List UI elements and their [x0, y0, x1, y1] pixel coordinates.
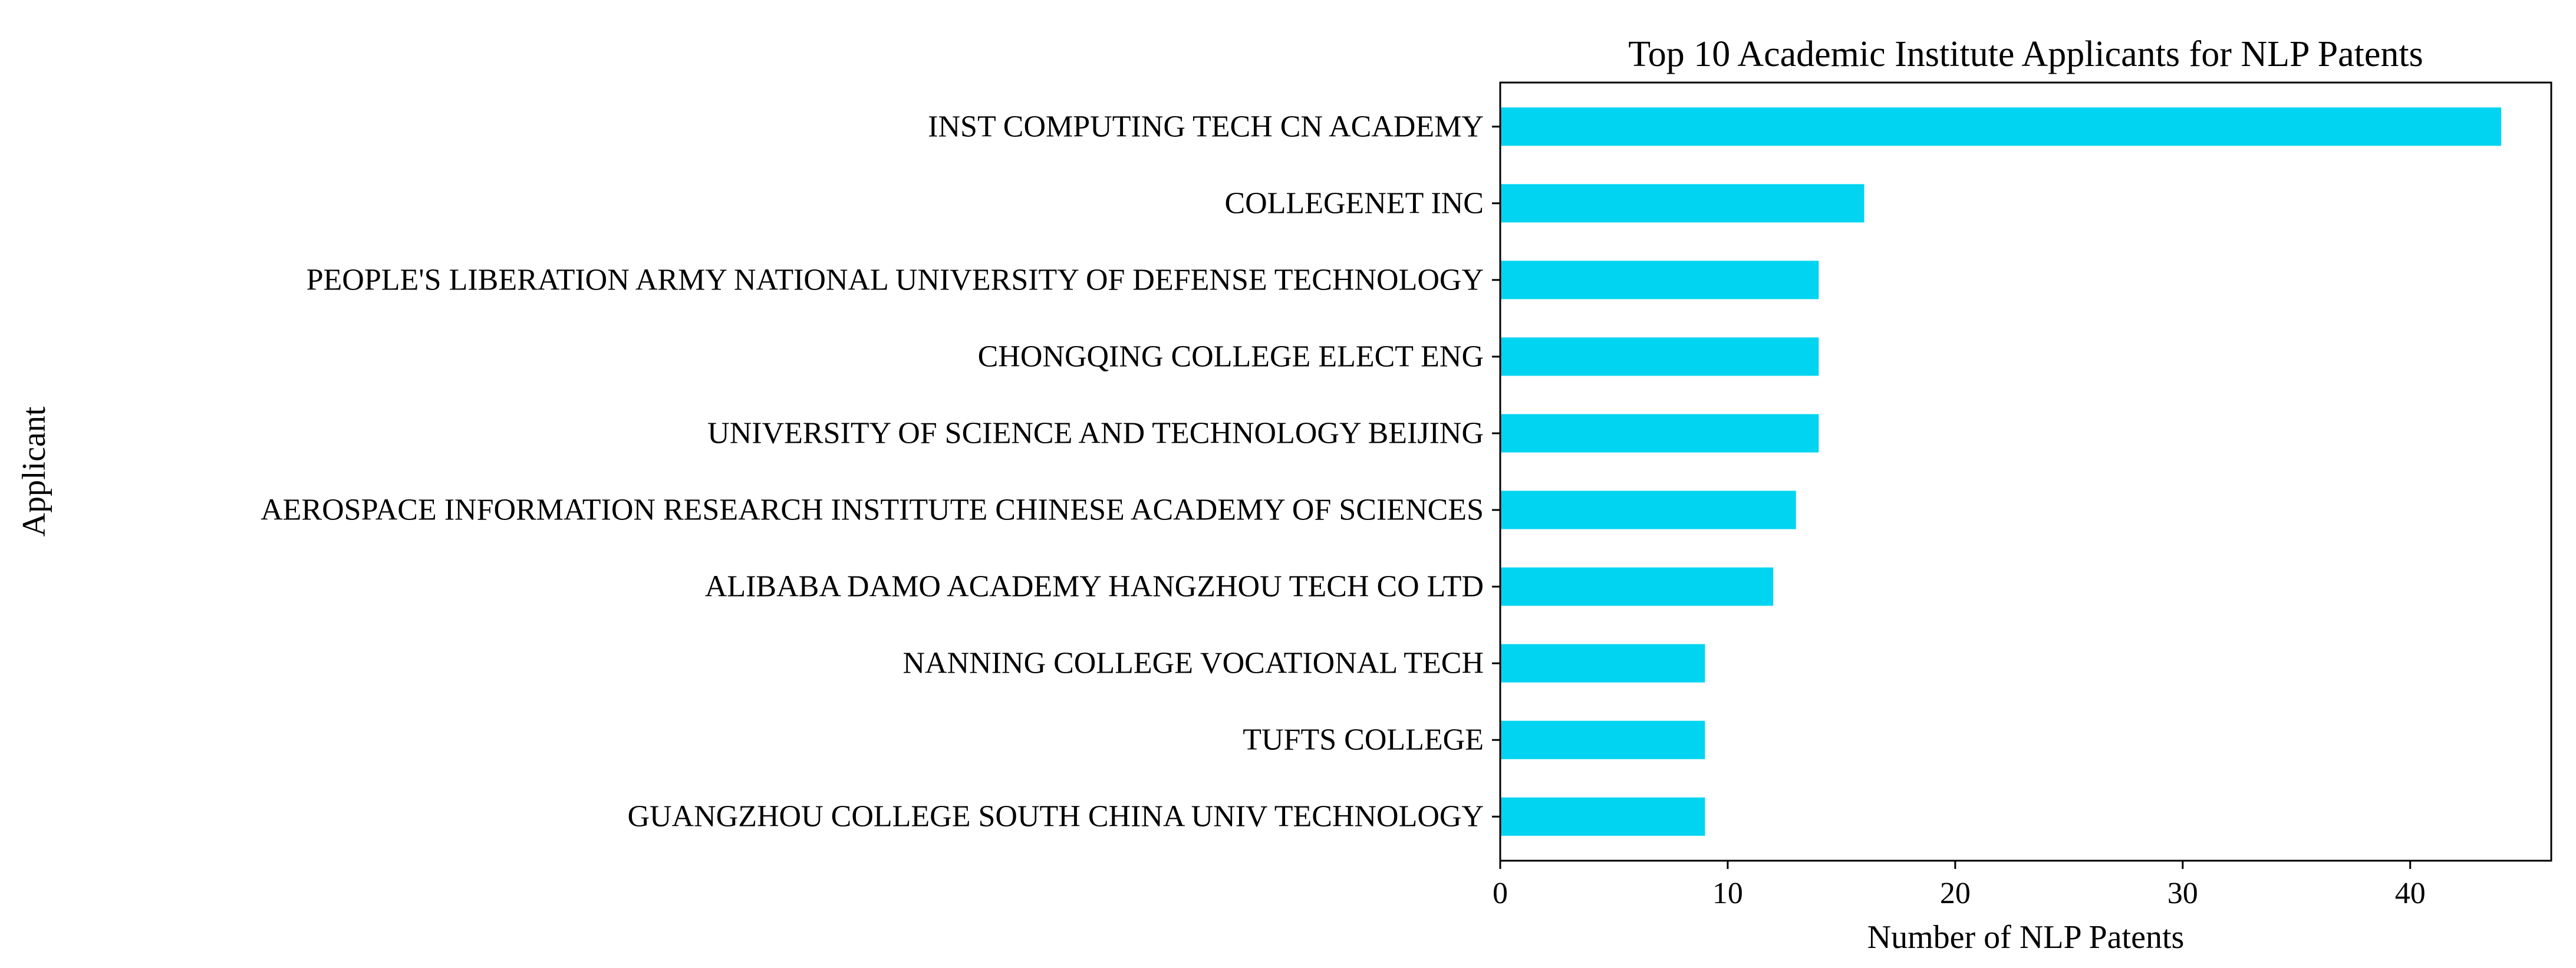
- x-tick-label: 10: [1712, 877, 1743, 910]
- x-axis-label: Number of NLP Patents: [1867, 919, 2185, 956]
- category-label: ALIBABA DAMO ACADEMY HANGZHOU TECH CO LT…: [705, 570, 1484, 604]
- category-label: UNIVERSITY OF SCIENCE AND TECHNOLOGY BEI…: [707, 416, 1484, 450]
- x-tick-label: 0: [1493, 877, 1508, 910]
- bar: [1500, 567, 1774, 606]
- bar: [1500, 184, 1865, 223]
- chart-title: Top 10 Academic Institute Applicants for…: [1628, 34, 2423, 74]
- category-label: PEOPLE'S LIBERATION ARMY NATIONAL UNIVER…: [307, 263, 1484, 297]
- category-ticks: [1492, 126, 1500, 818]
- category-label: CHONGQING COLLEGE ELECT ENG: [978, 340, 1484, 373]
- category-label: AEROSPACE INFORMATION RESEARCH INSTITUTE…: [261, 493, 1484, 527]
- category-label: GUANGZHOU COLLEGE SOUTH CHINA UNIV TECHN…: [627, 800, 1484, 834]
- bar: [1500, 107, 2502, 146]
- x-tick-label: 40: [2395, 877, 2426, 910]
- x-tick-label: 20: [1940, 877, 1971, 910]
- bar: [1500, 261, 1819, 299]
- bar: [1500, 797, 1705, 836]
- category-label: NANNING COLLEGE VOCATIONAL TECH: [902, 647, 1484, 680]
- category-label: INST COMPUTING TECH CN ACADEMY: [928, 110, 1484, 143]
- plot-frame: [1499, 81, 2552, 862]
- category-label: COLLEGENET INC: [1224, 186, 1484, 220]
- category-label: TUFTS COLLEGE: [1243, 723, 1484, 757]
- bar: [1500, 414, 1819, 453]
- category-labels: INST COMPUTING TECH CN ACADEMY COLLEGENET…: [261, 110, 1484, 833]
- bar: [1500, 720, 1705, 759]
- bar: [1500, 644, 1705, 683]
- bars: [1500, 107, 2502, 836]
- bar: [1500, 490, 1796, 529]
- y-axis-label: Applicant: [16, 406, 52, 536]
- bar: [1500, 337, 1819, 376]
- x-ticks: 0 10 20 30 40: [1493, 861, 2426, 910]
- x-tick-label: 30: [2167, 877, 2198, 910]
